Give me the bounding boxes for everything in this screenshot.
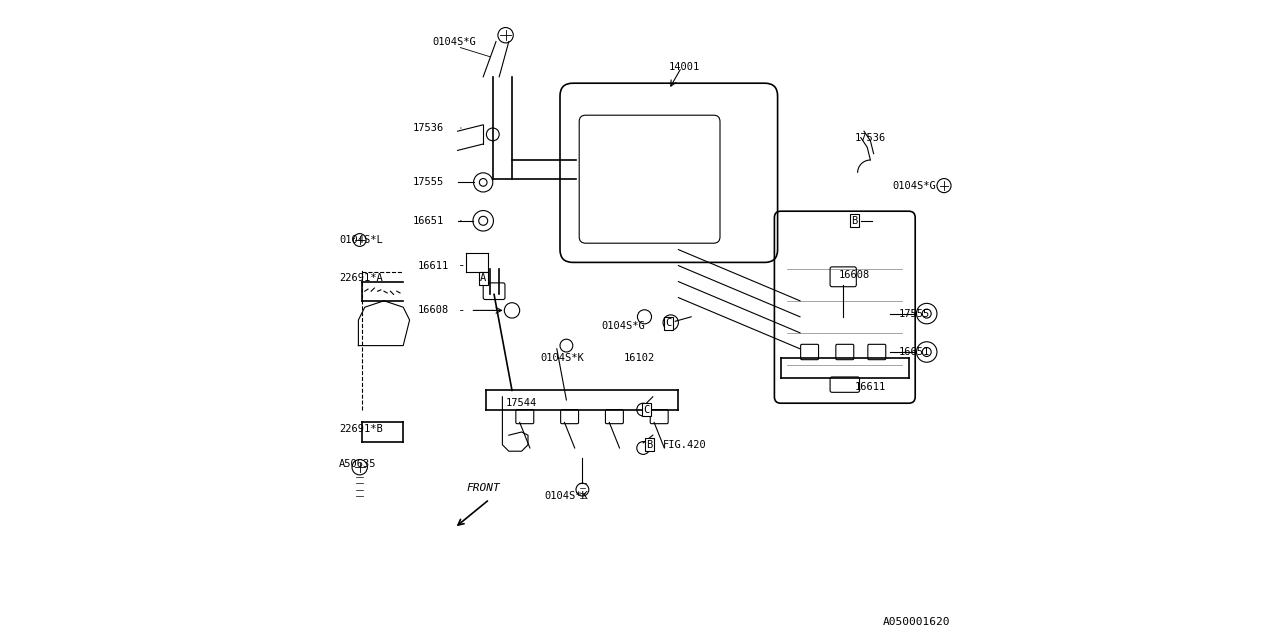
- Text: B: B: [646, 440, 653, 450]
- Text: 16608: 16608: [838, 270, 869, 280]
- Text: 16611: 16611: [855, 382, 886, 392]
- Text: 17544: 17544: [506, 398, 536, 408]
- Text: 22691*B: 22691*B: [339, 424, 383, 434]
- Text: C: C: [666, 318, 672, 328]
- Text: 0104S*K: 0104S*K: [540, 353, 585, 364]
- Text: FIG.420: FIG.420: [663, 440, 707, 450]
- Text: 16651: 16651: [900, 347, 931, 357]
- Text: 16608: 16608: [417, 305, 448, 316]
- Text: 0104S*G: 0104S*G: [433, 36, 476, 47]
- Text: 16611: 16611: [417, 260, 448, 271]
- Text: C: C: [644, 404, 649, 415]
- Text: 17536: 17536: [855, 132, 886, 143]
- Text: 0104S*K: 0104S*K: [544, 491, 588, 501]
- Text: 0104S*G: 0104S*G: [893, 180, 937, 191]
- Text: 16651: 16651: [412, 216, 444, 226]
- Text: 17555: 17555: [412, 177, 444, 188]
- Text: 0104S*G: 0104S*G: [602, 321, 645, 332]
- Text: A50635: A50635: [339, 459, 376, 469]
- Text: 14001: 14001: [668, 62, 700, 72]
- Text: B: B: [851, 216, 858, 226]
- Text: A: A: [480, 273, 486, 284]
- Text: 17555: 17555: [900, 308, 931, 319]
- Text: 17536: 17536: [412, 123, 444, 133]
- Text: 16102: 16102: [625, 353, 655, 364]
- Text: FRONT: FRONT: [466, 483, 500, 493]
- Text: 22691*A: 22691*A: [339, 273, 383, 284]
- Text: 0104S*L: 0104S*L: [339, 235, 383, 245]
- Text: A050001620: A050001620: [883, 617, 950, 627]
